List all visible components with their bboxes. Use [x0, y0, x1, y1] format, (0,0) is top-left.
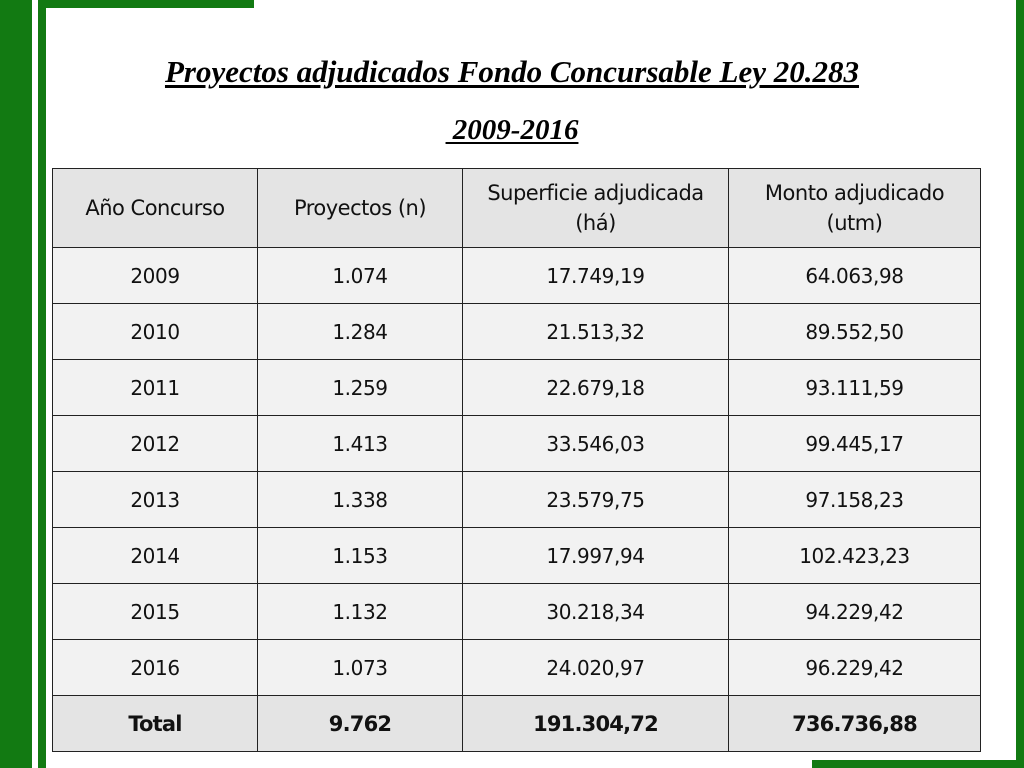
- table-header-row: Año Concurso Proyectos (n) Superficie ad…: [52, 168, 981, 248]
- slide-title-text: Proyectos adjudicados Fondo Concursable …: [164, 54, 860, 89]
- cell-surface: 33.546,03: [462, 415, 729, 472]
- table-row: 2016 1.073 24.020,97 96.229,42: [52, 639, 981, 696]
- cell-amount: 94.229,42: [728, 583, 981, 640]
- table-row: 2015 1.132 30.218,34 94.229,42: [52, 583, 981, 640]
- cell-year: 2013: [52, 471, 258, 528]
- header-surface: Superficie adjudicada (há): [462, 168, 729, 248]
- cell-projects: 1.413: [257, 415, 463, 472]
- cell-surface: 23.579,75: [462, 471, 729, 528]
- cell-amount: 97.158,23: [728, 471, 981, 528]
- total-projects: 9.762: [257, 695, 463, 752]
- table-row: 2014 1.153 17.997,94 102.423,23: [52, 527, 981, 584]
- cell-surface: 30.218,34: [462, 583, 729, 640]
- total-amount: 736.736,88: [728, 695, 981, 752]
- header-projects: Proyectos (n): [257, 168, 463, 248]
- projects-table: Año Concurso Proyectos (n) Superficie ad…: [52, 168, 981, 752]
- cell-amount: 102.423,23: [728, 527, 981, 584]
- table-total-row: Total 9.762 191.304,72 736.736,88: [52, 695, 981, 752]
- table-row: 2010 1.284 21.513,32 89.552,50: [52, 303, 981, 360]
- cell-amount: 89.552,50: [728, 303, 981, 360]
- cell-projects: 1.073: [257, 639, 463, 696]
- frame-bar-bottom: [812, 760, 1024, 768]
- frame-bar-left-inner: [38, 0, 46, 768]
- cell-projects: 1.259: [257, 359, 463, 416]
- header-year: Año Concurso: [52, 168, 258, 248]
- cell-projects: 1.132: [257, 583, 463, 640]
- slide-subtitle: 2009-2016: [50, 108, 974, 152]
- cell-surface: 17.997,94: [462, 527, 729, 584]
- cell-year: 2015: [52, 583, 258, 640]
- cell-amount: 64.063,98: [728, 247, 981, 304]
- cell-projects: 1.338: [257, 471, 463, 528]
- total-surface: 191.304,72: [462, 695, 729, 752]
- cell-surface: 17.749,19: [462, 247, 729, 304]
- frame-bar-top: [38, 0, 254, 8]
- table-row: 2011 1.259 22.679,18 93.111,59: [52, 359, 981, 416]
- frame-bar-left-outer: [0, 0, 32, 768]
- total-label: Total: [52, 695, 258, 752]
- table-row: 2013 1.338 23.579,75 97.158,23: [52, 471, 981, 528]
- cell-amount: 99.445,17: [728, 415, 981, 472]
- header-amount: Monto adjudicado (utm): [728, 168, 981, 248]
- table-row: 2012 1.413 33.546,03 99.445,17: [52, 415, 981, 472]
- table-row: 2009 1.074 17.749,19 64.063,98: [52, 247, 981, 304]
- cell-year: 2009: [52, 247, 258, 304]
- cell-amount: 96.229,42: [728, 639, 981, 696]
- cell-projects: 1.284: [257, 303, 463, 360]
- cell-year: 2010: [52, 303, 258, 360]
- cell-projects: 1.074: [257, 247, 463, 304]
- cell-year: 2011: [52, 359, 258, 416]
- cell-surface: 21.513,32: [462, 303, 729, 360]
- cell-amount: 93.111,59: [728, 359, 981, 416]
- cell-year: 2012: [52, 415, 258, 472]
- frame-bar-right: [1016, 0, 1024, 768]
- slide-subtitle-text: 2009-2016: [445, 114, 579, 146]
- cell-year: 2014: [52, 527, 258, 584]
- cell-projects: 1.153: [257, 527, 463, 584]
- slide-title: Proyectos adjudicados Fondo Concursable …: [50, 48, 974, 96]
- cell-year: 2016: [52, 639, 258, 696]
- cell-surface: 24.020,97: [462, 639, 729, 696]
- cell-surface: 22.679,18: [462, 359, 729, 416]
